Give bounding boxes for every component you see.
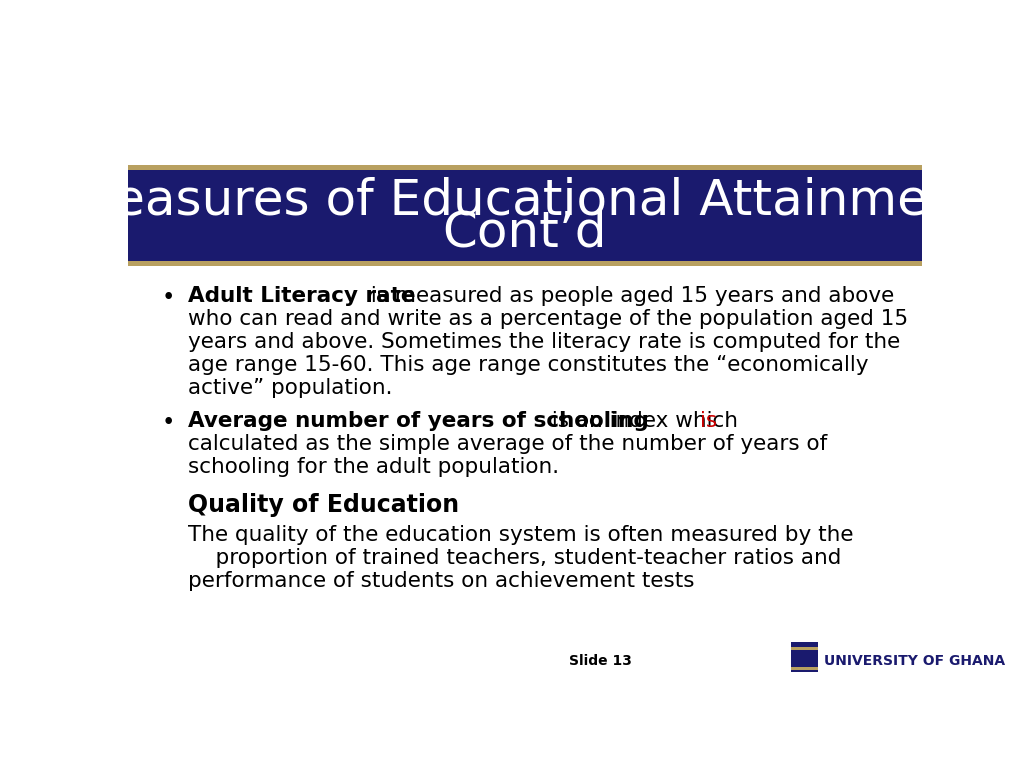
Bar (792, 647, 817, 650)
Bar (128, 165, 922, 170)
Bar (792, 642, 817, 672)
Text: schooling for the adult population.: schooling for the adult population. (187, 457, 559, 477)
Text: Slide 13: Slide 13 (568, 654, 632, 668)
Text: UNIVERSITY OF GHANA: UNIVERSITY OF GHANA (824, 654, 1006, 668)
Text: The quality of the education system is often measured by the: The quality of the education system is o… (187, 525, 853, 545)
Bar (128, 165, 922, 266)
Text: active” population.: active” population. (187, 378, 392, 398)
Text: •: • (162, 286, 175, 310)
Text: calculated as the simple average of the number of years of: calculated as the simple average of the … (187, 434, 826, 454)
Text: •: • (162, 411, 175, 434)
Text: age range 15-60. This age range constitutes the “economically: age range 15-60. This age range constitu… (187, 355, 868, 375)
Text: Adult Literacy rate: Adult Literacy rate (187, 286, 415, 306)
Bar (128, 260, 922, 266)
Text: Average number of years of schooling: Average number of years of schooling (187, 411, 648, 431)
Text: is measured as people aged 15 years and above: is measured as people aged 15 years and … (364, 286, 894, 306)
Text: performance of students on achievement tests: performance of students on achievement t… (187, 571, 694, 591)
Text: proportion of trained teachers, student-teacher ratios and: proportion of trained teachers, student-… (187, 548, 841, 568)
Text: Quality of Education: Quality of Education (187, 493, 459, 517)
Text: who can read and write as a percentage of the population aged 15: who can read and write as a percentage o… (187, 309, 907, 329)
Text: years and above. Sometimes the literacy rate is computed for the: years and above. Sometimes the literacy … (187, 332, 900, 352)
Bar (792, 667, 817, 670)
Text: is: is (699, 411, 717, 431)
Text: is an index which: is an index which (545, 411, 744, 431)
Text: Cont’d: Cont’d (442, 209, 607, 257)
Text: Measures of Educational Attainment: Measures of Educational Attainment (71, 177, 979, 224)
